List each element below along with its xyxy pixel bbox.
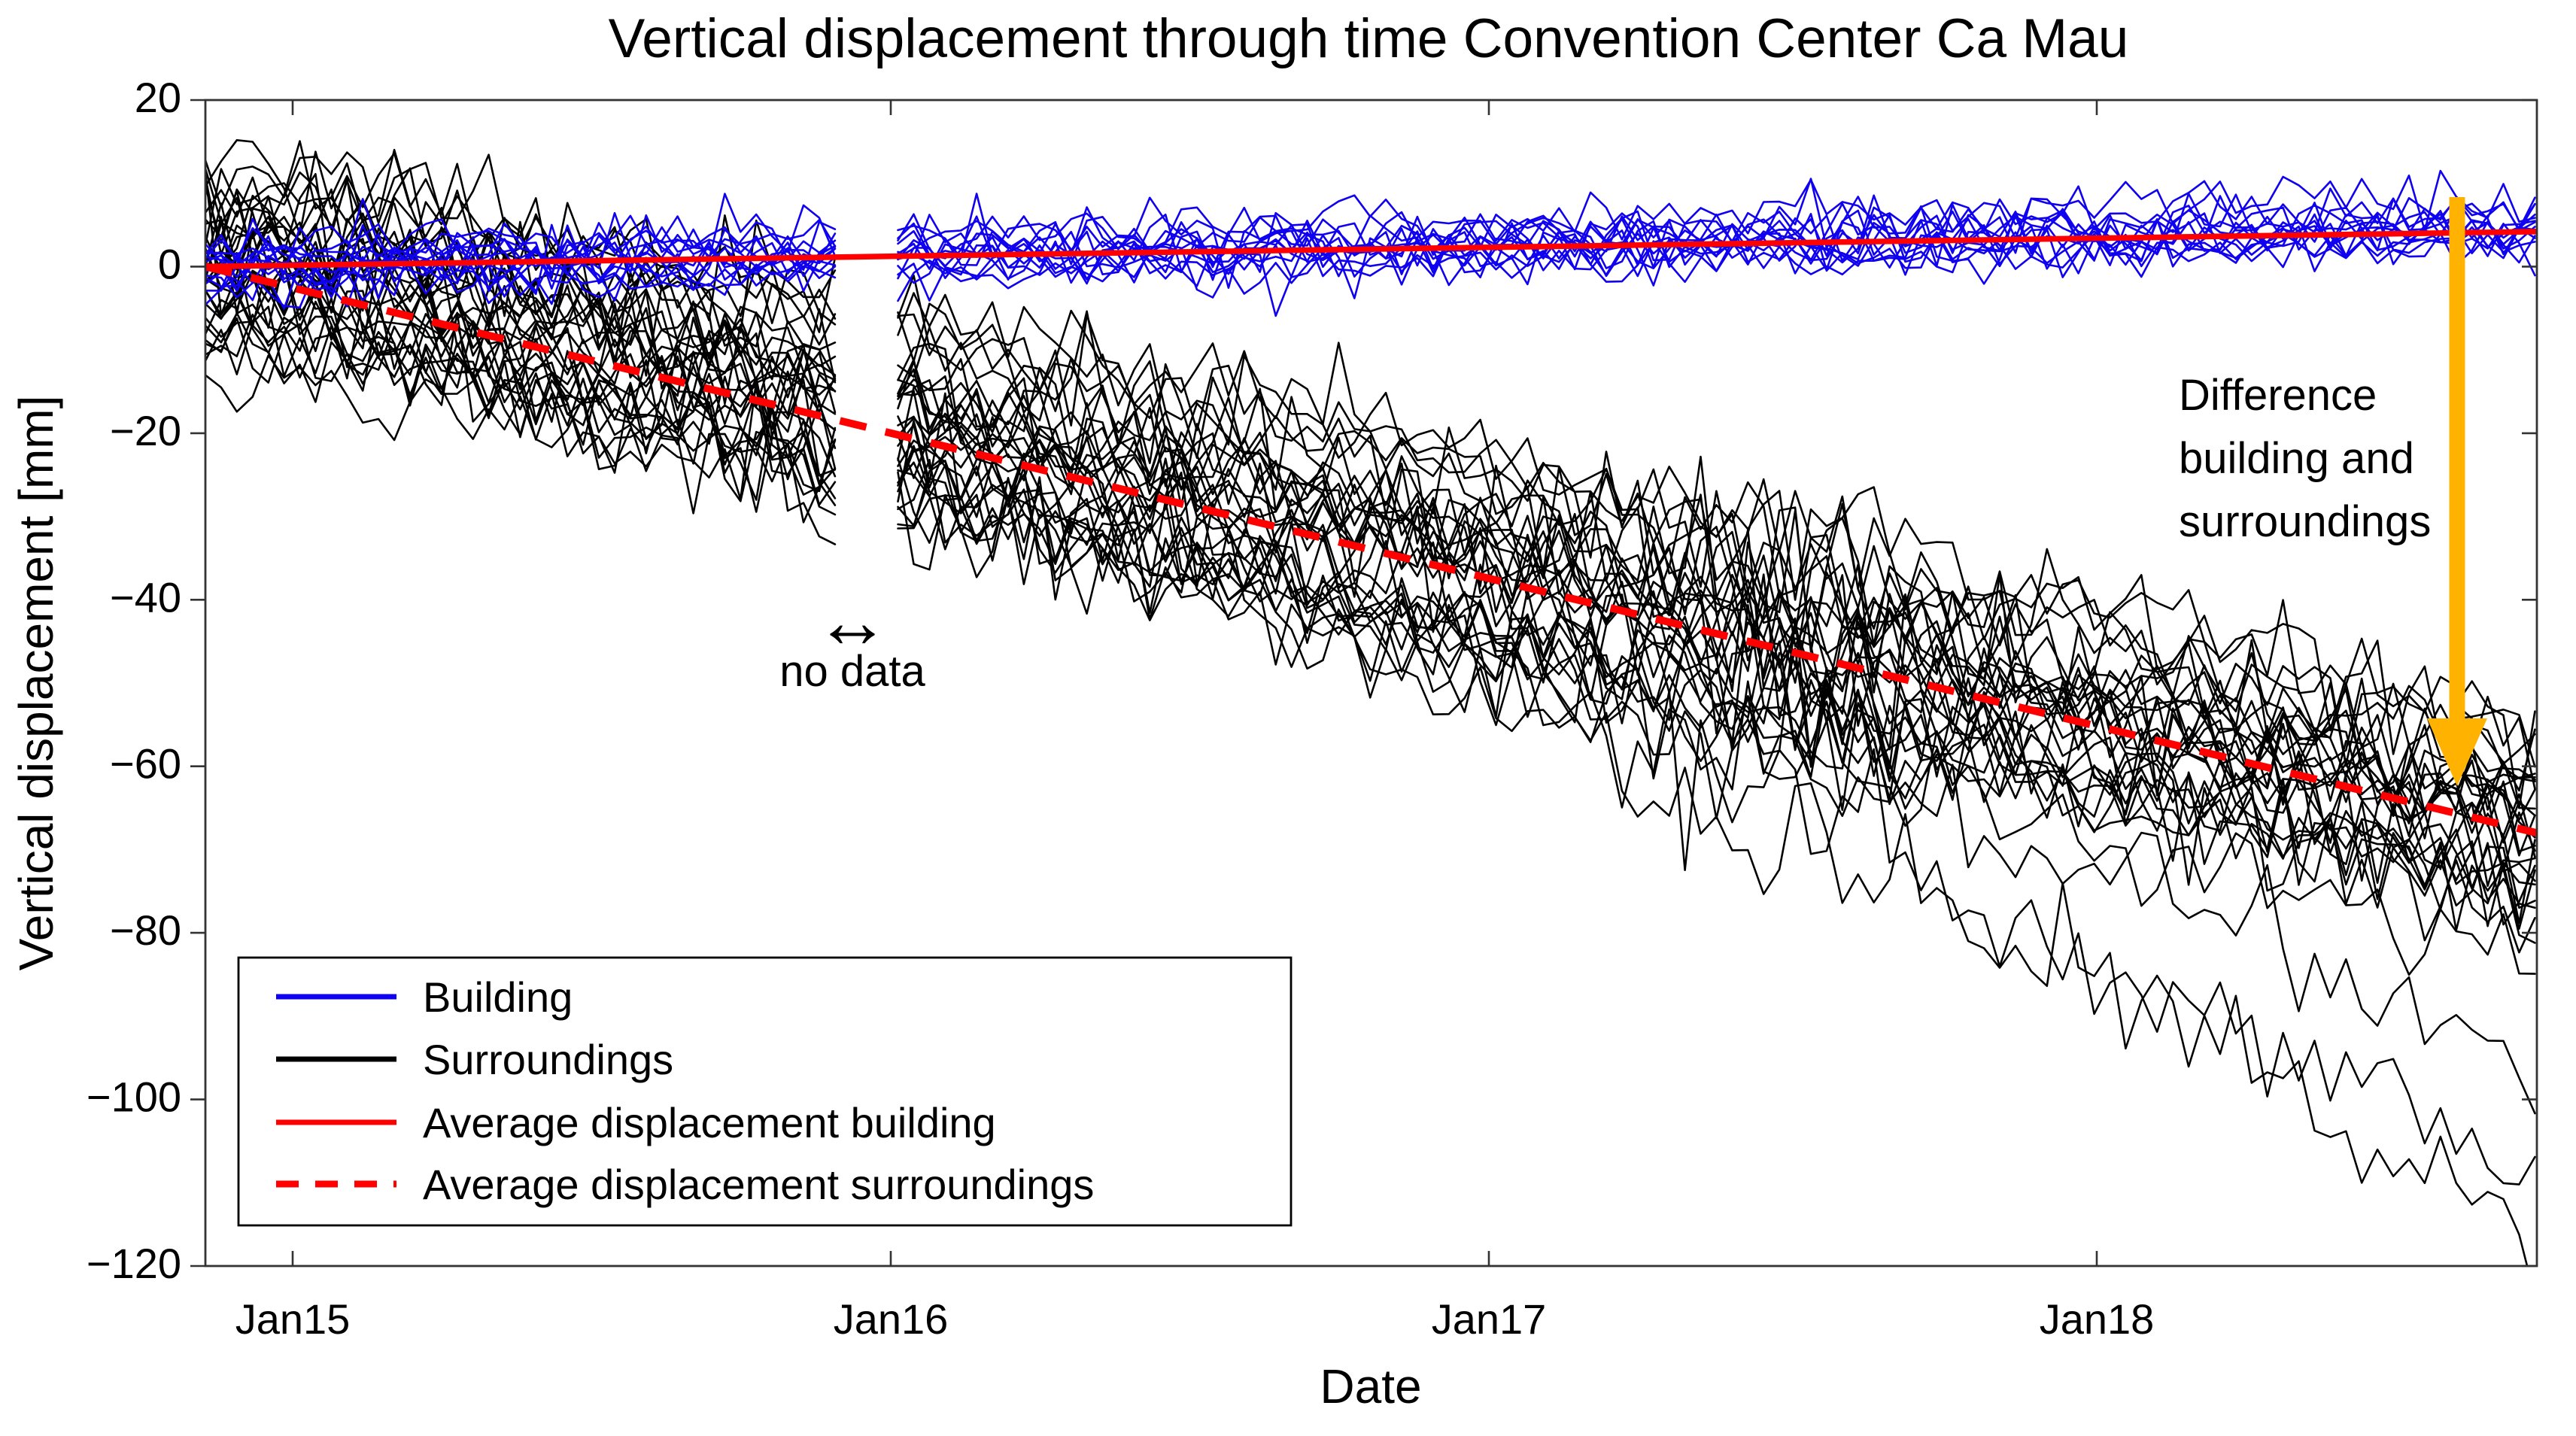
svg-text:Jan15: Jan15 bbox=[235, 1295, 351, 1343]
svg-text:−20: −20 bbox=[110, 407, 181, 454]
svg-text:no data: no data bbox=[779, 647, 925, 696]
svg-text:Jan17: Jan17 bbox=[1432, 1295, 1547, 1343]
svg-text:Average displacement surroundi: Average displacement surroundings bbox=[423, 1161, 1094, 1208]
svg-text:−80: −80 bbox=[110, 906, 181, 954]
svg-text:−100: −100 bbox=[87, 1073, 181, 1121]
svg-text:Date: Date bbox=[1320, 1359, 1421, 1413]
svg-text:−60: −60 bbox=[110, 740, 181, 788]
svg-text:Vertical displacement [mm]: Vertical displacement [mm] bbox=[9, 396, 63, 971]
svg-text:Difference: Difference bbox=[2179, 371, 2377, 420]
svg-text:Building: Building bbox=[423, 973, 573, 1021]
svg-text:0: 0 bbox=[158, 240, 181, 287]
svg-text:20: 20 bbox=[135, 74, 181, 121]
svg-text:surroundings: surroundings bbox=[2179, 497, 2431, 546]
svg-text:Average displacement building: Average displacement building bbox=[423, 1099, 996, 1146]
svg-text:Jan18: Jan18 bbox=[2040, 1295, 2155, 1343]
svg-text:building and: building and bbox=[2179, 434, 2414, 483]
svg-text:Surroundings: Surroundings bbox=[423, 1036, 673, 1083]
svg-text:Vertical displacement through: Vertical displacement through time Conve… bbox=[609, 8, 2129, 69]
svg-text:Jan16: Jan16 bbox=[834, 1295, 949, 1343]
svg-text:−40: −40 bbox=[110, 573, 181, 621]
svg-text:−120: −120 bbox=[87, 1240, 181, 1287]
